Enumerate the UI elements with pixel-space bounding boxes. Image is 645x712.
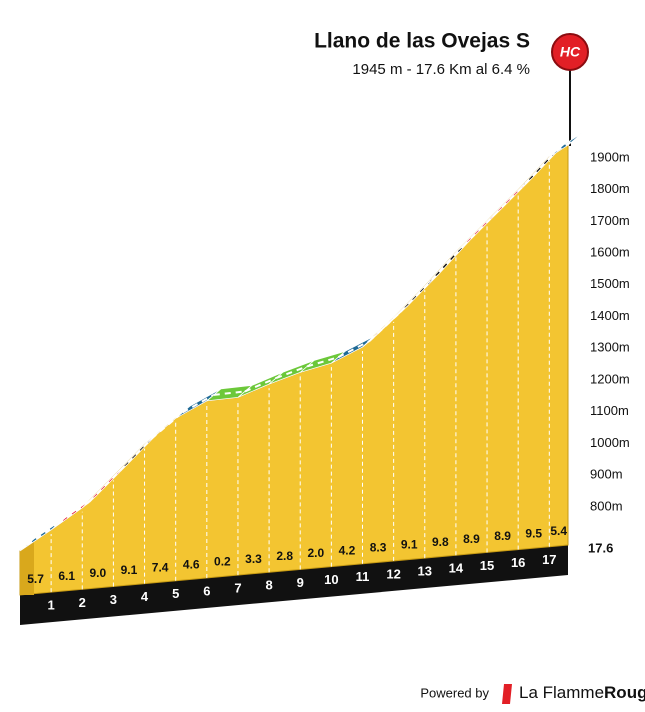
y-tick-label: 1400m bbox=[590, 308, 630, 323]
km-label: 17 bbox=[542, 552, 556, 567]
gradient-label: 9.5 bbox=[525, 526, 542, 540]
km-label: 9 bbox=[297, 575, 304, 590]
road-center bbox=[555, 138, 576, 152]
road-center bbox=[306, 356, 339, 368]
powered-by: Powered by bbox=[420, 685, 489, 700]
gradient-label: 5.7 bbox=[27, 572, 44, 586]
badge bbox=[551, 33, 589, 71]
road-center bbox=[337, 340, 370, 359]
km-label: 4 bbox=[141, 589, 149, 604]
left-face bbox=[20, 538, 34, 595]
chart-title: Llano de las Ovejas S bbox=[314, 30, 530, 53]
y-tick-label: 900m bbox=[590, 467, 623, 482]
km-label: 16 bbox=[511, 555, 525, 570]
road-center bbox=[119, 437, 153, 472]
gradient-label: 3.3 bbox=[245, 552, 262, 566]
y-tick-label: 1300m bbox=[590, 340, 630, 355]
brand-name: La Flamme bbox=[519, 683, 604, 702]
gradient-label: 5.4 bbox=[550, 524, 567, 538]
km-label: 2 bbox=[79, 595, 86, 610]
road-center bbox=[213, 390, 246, 396]
gradient-label: 4.2 bbox=[339, 543, 356, 557]
logo bbox=[502, 684, 512, 704]
brand: La FlammeRouge bbox=[519, 683, 645, 702]
gradient-label: 2.0 bbox=[307, 546, 324, 560]
km-label: 3 bbox=[110, 592, 117, 607]
road-center bbox=[431, 245, 464, 281]
gradient-label: 9.1 bbox=[401, 538, 418, 552]
gradient-label: 8.3 bbox=[370, 541, 387, 555]
gradient-label: 6.1 bbox=[58, 569, 75, 583]
road-center bbox=[462, 214, 495, 247]
gradient-label: 0.2 bbox=[214, 555, 231, 569]
brand-name-bold: Rouge bbox=[604, 683, 645, 702]
y-tick-label: 1200m bbox=[590, 371, 630, 386]
road-center bbox=[524, 150, 558, 185]
y-tick-label: 1700m bbox=[590, 213, 630, 228]
base-band bbox=[20, 545, 568, 625]
km-label: 12 bbox=[386, 566, 400, 581]
km-label: 15 bbox=[480, 558, 494, 573]
gradient-label: 4.6 bbox=[183, 558, 200, 572]
road-center bbox=[88, 469, 122, 503]
km-label: 11 bbox=[356, 569, 370, 584]
road-center bbox=[493, 183, 526, 216]
gradient-label: 9.1 bbox=[121, 563, 138, 577]
badge-label: HC bbox=[560, 44, 581, 60]
km-label: 14 bbox=[449, 561, 464, 576]
y-tick-label: 1900m bbox=[590, 149, 630, 164]
km-label: 7 bbox=[234, 581, 241, 596]
y-tick-label: 1600m bbox=[590, 245, 630, 260]
y-tick-label: 800m bbox=[590, 498, 623, 513]
road-center bbox=[182, 394, 215, 414]
gradient-label: 8.9 bbox=[494, 529, 511, 543]
km-label: 6 bbox=[203, 583, 210, 598]
km-label: 5 bbox=[172, 586, 179, 601]
km-label: 1 bbox=[48, 598, 55, 613]
y-tick-label: 1000m bbox=[590, 435, 630, 450]
road-center bbox=[244, 377, 277, 393]
y-tick-label: 1100m bbox=[590, 403, 629, 418]
y-tick-label: 1500m bbox=[590, 276, 630, 291]
km-label: 10 bbox=[324, 572, 338, 587]
y-tick-label: 1800m bbox=[590, 181, 630, 196]
gradient-label: 7.4 bbox=[152, 560, 169, 574]
road-center bbox=[275, 365, 308, 380]
road-center bbox=[399, 279, 433, 313]
gradient-label: 9.0 bbox=[89, 566, 106, 580]
km-label: 8 bbox=[265, 578, 272, 593]
gradient-label: 2.8 bbox=[276, 549, 293, 563]
chart-subtitle: 1945 m - 17.6 Km al 6.4 % bbox=[352, 61, 530, 78]
gradient-label: 8.9 bbox=[463, 532, 480, 546]
gradient-label: 9.8 bbox=[432, 535, 449, 549]
km-label: 17.6 bbox=[588, 540, 613, 555]
km-label: 13 bbox=[418, 564, 432, 579]
